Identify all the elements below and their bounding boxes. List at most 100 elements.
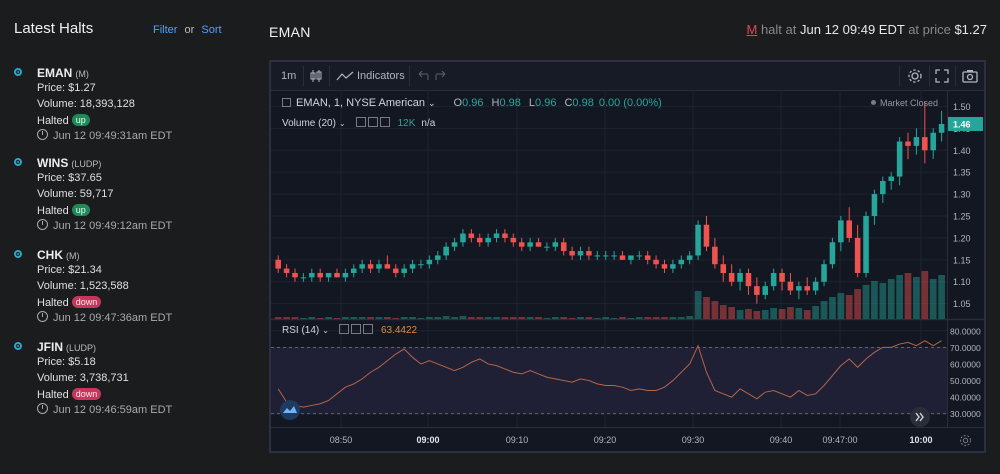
toolbar-divider — [409, 66, 410, 86]
volume-bar — [493, 317, 500, 319]
rsi-tick-label: 70.0000 — [950, 343, 981, 353]
scroll-to-latest-icon[interactable] — [909, 406, 931, 428]
volume-bar — [644, 317, 652, 319]
clock-icon — [37, 129, 48, 140]
sort-link[interactable]: Sort — [201, 24, 222, 36]
volume-label[interactable]: Volume (20) — [282, 118, 336, 129]
halt-symbol[interactable]: WINS — [37, 156, 69, 170]
scale-settings-icon[interactable] — [959, 434, 972, 447]
halt-item[interactable]: CHK (M) Price: $21.34 Volume: 1,523,588 H… — [14, 248, 244, 328]
indicators-icon[interactable] — [336, 70, 354, 82]
candle-body — [838, 220, 844, 243]
candle-body — [535, 242, 542, 247]
chevron-down-icon[interactable]: ⌄ — [428, 98, 436, 108]
volume-bar — [325, 317, 332, 319]
chevron-down-icon[interactable]: ⌄ — [322, 326, 329, 335]
eye-icon[interactable] — [355, 117, 366, 127]
rsi-tick-label: 60.0000 — [950, 359, 981, 369]
settings-icon[interactable] — [350, 324, 361, 334]
halt-volume: Volume: 59,717 — [37, 188, 114, 200]
legend-symbol[interactable]: EMAN, 1, NYSE American — [296, 97, 425, 109]
volume-bar — [711, 301, 719, 319]
candle-body — [586, 251, 592, 256]
chart-canvas[interactable]: 1.501.451.401.351.301.251.201.151.101.05… — [271, 90, 984, 451]
candle-body — [686, 255, 693, 260]
candle-body — [275, 259, 281, 269]
volume-bar — [526, 317, 534, 319]
halt-symbol[interactable]: JFIN — [37, 340, 64, 354]
volume-bar — [333, 318, 341, 319]
candles-icon[interactable] — [310, 69, 322, 83]
price-tick-label: 1.40 — [953, 146, 971, 156]
volume-bar — [400, 317, 408, 319]
volume-legend: Volume (20) ⌄ 12K n/a — [282, 117, 435, 129]
volume-bar — [728, 307, 736, 319]
volume-bar — [778, 309, 786, 319]
candle-body — [930, 132, 936, 151]
volume-value: 12K — [397, 118, 416, 129]
volume-bar — [358, 317, 366, 319]
legend-collapse-icon[interactable] — [282, 98, 291, 107]
volume-bar — [652, 317, 660, 319]
fullscreen-icon[interactable] — [935, 69, 949, 83]
price-tick-label: 1.50 — [953, 102, 971, 112]
eye-icon[interactable] — [338, 324, 349, 334]
volume-bar — [451, 317, 458, 319]
candle-body — [376, 264, 382, 269]
halt-item[interactable]: WINS (LUDP) Price: $37.65 Volume: 59,717 … — [14, 156, 244, 236]
candle-body — [644, 255, 651, 260]
chart-legend: EMAN, 1, NYSE American ⌄ O0.96 H0.98 L0.96 C0… — [282, 97, 662, 109]
candle-body — [309, 272, 315, 278]
price-tick-label: 1.20 — [953, 233, 971, 243]
halt-symbol[interactable]: CHK — [37, 248, 63, 262]
volume-bar — [560, 317, 568, 319]
rsi-value: 63.4422 — [380, 325, 418, 336]
candle-body — [720, 264, 727, 273]
halt-code[interactable]: M — [746, 22, 758, 37]
price-chart[interactable]: 1m Indicators 1.501.451.401.351.301.251.… — [269, 60, 986, 453]
close-icon[interactable] — [362, 324, 373, 334]
interval-button[interactable]: 1m — [281, 70, 297, 82]
volume-bar — [745, 309, 752, 319]
volume-bar — [274, 317, 282, 319]
redo-icon[interactable] — [435, 71, 447, 81]
settings-icon[interactable] — [367, 117, 378, 127]
candle-body — [392, 268, 399, 273]
halt-price: Price: $1.27 — [37, 82, 96, 94]
volume-bar — [770, 308, 778, 319]
tradingview-logo-icon[interactable] — [279, 399, 301, 421]
status-dot-icon — [14, 158, 22, 166]
candle-body — [434, 255, 441, 260]
volume-bar — [501, 317, 509, 319]
halts-sidebar: Latest Halts Filter or Sort EMAN (M) Pric… — [0, 0, 250, 474]
volume-bar — [753, 311, 761, 319]
toolbar-divider — [955, 66, 956, 86]
halt-item[interactable]: EMAN (M) Price: $1.27 Volume: 18,393,128 … — [14, 66, 244, 146]
undo-icon[interactable] — [417, 71, 429, 81]
filter-link[interactable]: Filter — [153, 24, 178, 36]
candle-body — [745, 272, 752, 287]
toolbar-divider — [329, 66, 330, 86]
legend-h-value: 0.98 — [499, 97, 521, 109]
halt-symbol[interactable]: EMAN — [37, 66, 73, 80]
time-tick-label: 10:00 — [909, 435, 932, 445]
indicators-button[interactable]: Indicators — [357, 70, 405, 82]
candle-body — [754, 286, 760, 295]
candle-body — [518, 242, 525, 247]
clock-icon — [37, 311, 48, 322]
rsi-label[interactable]: RSI (14) — [282, 325, 320, 336]
volume-bar — [761, 310, 769, 319]
status-badge: down — [71, 296, 102, 308]
halt-item[interactable]: JFIN (LUDP) Price: $5.18 Volume: 3,738,73… — [14, 340, 244, 420]
close-icon[interactable] — [379, 117, 390, 127]
chevron-down-icon[interactable]: ⌄ — [338, 119, 346, 128]
halted-label: Halted — [37, 389, 69, 401]
settings-gear-icon[interactable] — [907, 68, 923, 84]
camera-icon[interactable] — [962, 69, 978, 83]
candle-body — [367, 264, 374, 269]
sidebar-title: Latest Halts — [14, 20, 94, 37]
candle-body — [770, 272, 777, 287]
candle-body — [829, 242, 836, 265]
halt-time: Jun 12 09:49:12am EDT — [53, 220, 173, 232]
candle-body — [938, 123, 945, 133]
